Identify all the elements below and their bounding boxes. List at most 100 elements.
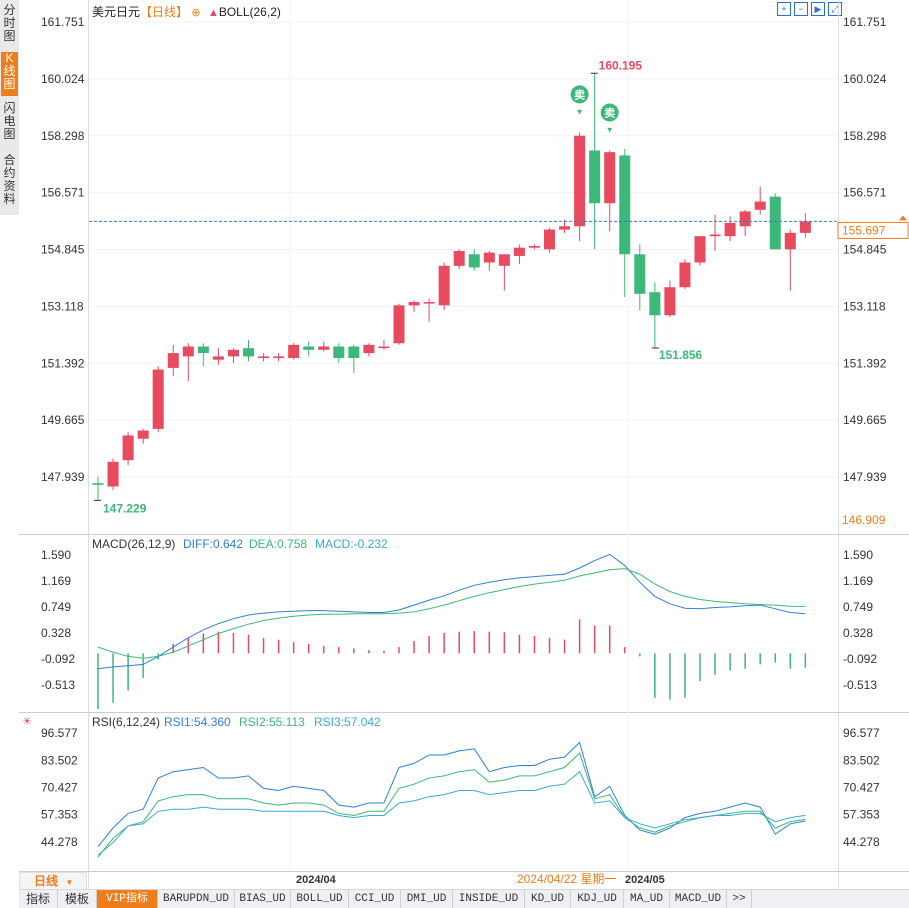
candle-body	[182, 346, 194, 357]
tab-contract-info[interactable]: 合约资料	[3, 153, 16, 206]
rsi-y-ticks: 96.577 96.577 83.502 83.502 70.427 70.427 57.3…	[41, 726, 880, 849]
sell-marker-label: 卖	[574, 87, 585, 101]
candle-body	[212, 356, 224, 360]
tab-bias[interactable]: BIAS_UD	[235, 890, 291, 908]
macd-histogram	[97, 619, 807, 709]
candle-body	[318, 346, 330, 350]
tab-more[interactable]: >>	[727, 890, 752, 908]
rsi-tick-right: 57.353	[843, 808, 880, 822]
tab-timeshare[interactable]: 分时图	[3, 3, 16, 43]
macd-title[interactable]: MACD(26,12,9)	[92, 537, 175, 551]
rsi3-line	[97, 770, 806, 856]
tab-kline[interactable]: K线图	[1, 52, 18, 96]
axis-min-label: 146.909	[842, 513, 886, 527]
tab-kd[interactable]: KD_UD	[525, 890, 571, 908]
chevron-down-icon: ▼	[65, 878, 74, 887]
rsi-settings-icon[interactable]: ☀	[22, 716, 32, 728]
zoom-out-icon[interactable]: −	[794, 2, 808, 16]
indicator-name[interactable]: BOLL(26,2)	[218, 5, 281, 19]
candle-body	[393, 305, 405, 344]
candle-body	[799, 221, 811, 233]
tab-ma[interactable]: MA_UD	[624, 890, 670, 908]
candle-body	[273, 356, 285, 359]
rsi-title[interactable]: RSI(6,12,24)	[92, 715, 160, 729]
macd-diff-line	[97, 553, 806, 670]
candle-body	[709, 234, 721, 237]
candle-body	[92, 483, 104, 485]
candle-body	[724, 222, 736, 237]
candle-body	[679, 262, 691, 288]
rsi3-legend: RSI3:57.042	[314, 715, 381, 729]
candle-body	[348, 346, 360, 359]
chart-header: 美元日元【日线】 ⊕ ▲BOLL(26,2)	[92, 3, 281, 20]
sidebar-tabs: 分时图 K线图 闪电图 合约资料	[0, 0, 19, 215]
candle-body	[604, 152, 616, 204]
xaxis-label-may: 2024/05	[625, 874, 665, 886]
tab-boll[interactable]: BOLL_UD	[291, 890, 349, 908]
candle-body	[152, 369, 164, 429]
tab-kdj[interactable]: KDJ_UD	[571, 890, 624, 908]
macd-tick-right: 0.749	[843, 600, 873, 614]
chart-area[interactable]: 161.751 161.751 160.024 160.024 158.298 158.2…	[0, 0, 909, 889]
y-tick-left: 161.751	[41, 15, 85, 29]
rsi-tick-left: 44.278	[41, 835, 78, 849]
current-price-box	[837, 221, 909, 239]
period-tab[interactable]: 日线 ▼	[19, 872, 87, 891]
zoom-in-icon[interactable]: +	[777, 2, 791, 16]
max-price-label: 160.195	[599, 58, 643, 72]
indicator-up-icon: ▲	[207, 7, 219, 19]
tab-flash-chart[interactable]: 闪电图	[3, 101, 16, 141]
candle-body	[664, 287, 676, 316]
macd-tick-left: 0.749	[41, 600, 71, 614]
macd-value-legend: MACD:-0.232	[315, 537, 388, 551]
tab-indicators[interactable]: 指标	[19, 890, 58, 908]
y-tick-right: 147.939	[843, 470, 887, 484]
tab-templates[interactable]: 模板	[58, 890, 97, 908]
y-tick-right: 151.392	[843, 356, 887, 370]
symbol-name: 美元日元	[92, 5, 141, 19]
candle-body	[378, 346, 390, 349]
period-tag[interactable]: 【日线】	[140, 5, 189, 19]
macd-tick-left: -0.092	[41, 652, 75, 666]
extreme-markers: 160.195 151.856 147.229	[94, 58, 703, 515]
rsi1-legend: RSI1:54.360	[164, 715, 231, 729]
candle-body	[589, 150, 601, 204]
candle-body	[137, 430, 149, 439]
candle-body	[167, 353, 179, 368]
candle-body	[784, 232, 796, 250]
candle-body	[303, 346, 315, 350]
sell-marker-circle	[570, 85, 589, 104]
macd-tick-right: 1.590	[843, 548, 873, 562]
candle-body	[649, 292, 661, 316]
candle-body	[619, 155, 631, 255]
rsi-tick-left: 57.353	[41, 808, 78, 822]
rsi-tick-left: 96.577	[41, 726, 78, 740]
macd-tick-left: 1.169	[41, 574, 71, 588]
tab-macd[interactable]: MACD_UD	[670, 890, 727, 908]
y-tick-right: 160.024	[843, 72, 887, 86]
tab-vip-indicators[interactable]: VIP指标	[97, 890, 158, 908]
candle-body	[754, 201, 766, 210]
indicator-bar: 指标 模板 VIP指标 BARUPDN_UD BIAS_UD BOLL_UD C…	[19, 889, 909, 908]
macd-tick-right: 0.328	[843, 626, 873, 640]
sell-marker[interactable]: 卖 ▼	[600, 103, 619, 135]
kline-grid	[89, 21, 838, 478]
current-price-arrow-icon	[899, 215, 907, 221]
tab-barupdn[interactable]: BARUPDN_UD	[158, 890, 235, 908]
xaxis-label-apr: 2024/04	[296, 874, 337, 886]
period-tab-label: 日线	[34, 874, 59, 888]
sell-marker-circle	[600, 103, 619, 122]
kline-y-ticks: 161.751 161.751 160.024 160.024 158.298 158.2…	[41, 15, 887, 484]
tab-dmi[interactable]: DMI_UD	[401, 890, 453, 908]
tab-inside[interactable]: INSIDE_UD	[453, 890, 525, 908]
rsi-tick-right: 44.278	[843, 835, 880, 849]
sell-marker[interactable]: 卖 ▼	[570, 85, 589, 116]
y-tick-right: 154.845	[843, 243, 887, 257]
tab-cci[interactable]: CCI_UD	[349, 890, 401, 908]
candle-body	[288, 344, 300, 359]
y-tick-left: 158.298	[41, 129, 85, 143]
candle-body	[483, 252, 495, 263]
play-icon[interactable]: ▶	[811, 2, 825, 16]
settings-icon[interactable]: ⊕	[191, 7, 201, 19]
y-tick-left: 149.665	[41, 413, 85, 427]
